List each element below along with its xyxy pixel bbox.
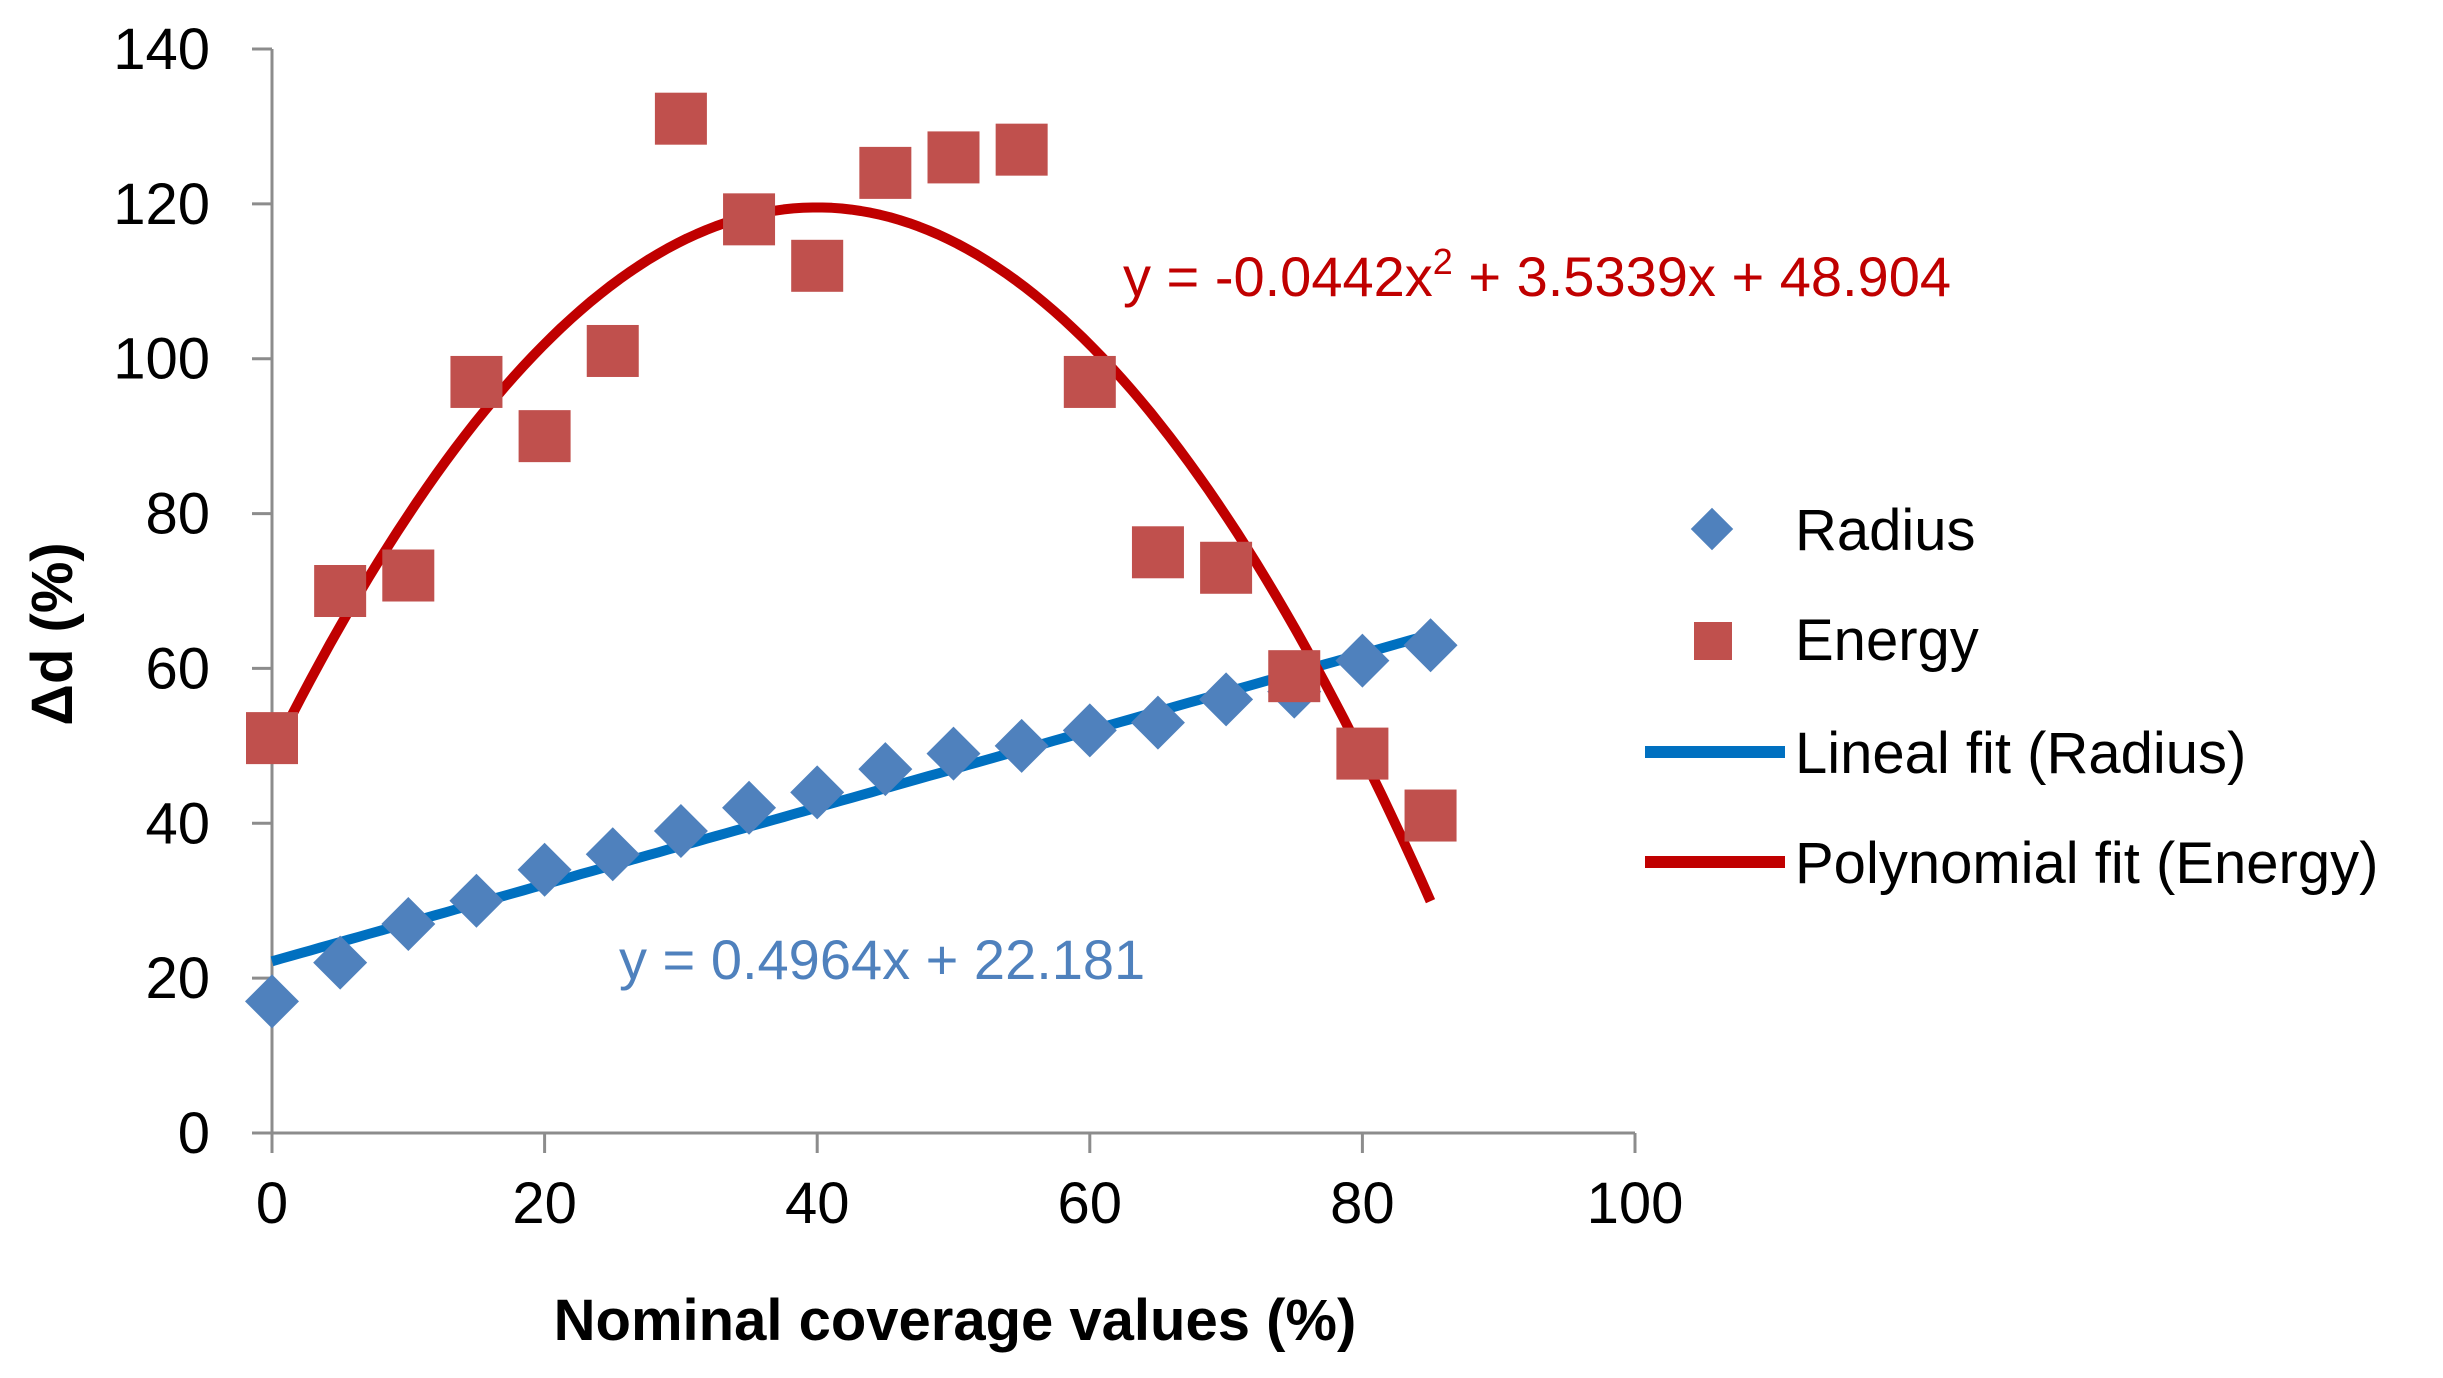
energy-point <box>586 324 639 377</box>
energy-point <box>382 549 435 602</box>
x-tick-label: 20 <box>512 1171 577 1236</box>
polynomial-fit-line <box>267 202 1436 904</box>
y-tick-label: 40 <box>145 791 210 856</box>
energy-point <box>1268 650 1321 703</box>
energy-point <box>927 131 980 184</box>
legend-item-polynomial-fit: Polynomial fit (Energy) <box>1645 831 2378 896</box>
poly-eq-part-1: y = -0.0442x <box>1123 245 1433 308</box>
radius-point <box>790 765 845 820</box>
energy-point <box>246 712 298 765</box>
poly-eq-part-2: + 3.5339x + 48.904 <box>1453 245 1951 308</box>
y-axis-title-units: (%) <box>20 542 85 632</box>
linear-fit-line <box>270 629 1432 967</box>
legend-label-polynomial-fit: Polynomial fit (Energy) <box>1795 831 2378 896</box>
radius-point <box>313 935 368 990</box>
y-tick-label: 120 <box>113 172 210 237</box>
x-tick-label: 0 <box>256 1171 288 1236</box>
legend-label-radius: Radius <box>1795 498 1976 563</box>
legend: Radius Energy Lineal fit (Radius) Polyno… <box>1645 498 2378 896</box>
legend-square-marker <box>1694 622 1732 660</box>
y-axis-ticks: 0 20 40 60 80 100 120 140 <box>113 17 272 1166</box>
radius-point <box>517 842 572 897</box>
radius-point <box>1062 703 1117 758</box>
legend-item-radius: Radius <box>1690 498 1976 563</box>
energy-point <box>723 193 776 246</box>
x-axis-ticks: 0 20 40 60 80 100 <box>256 1133 1684 1236</box>
energy-point <box>1336 727 1389 780</box>
legend-item-energy: Energy <box>1694 608 1979 673</box>
legend-item-linear-fit: Lineal fit (Radius) <box>1645 721 2246 786</box>
data-markers <box>245 92 1458 1029</box>
fit-lines <box>267 202 1436 967</box>
energy-point <box>1404 789 1457 842</box>
x-tick-label: 100 <box>1587 1171 1684 1236</box>
energy-point <box>1131 526 1184 579</box>
poly-eq-exponent: 2 <box>1433 241 1453 282</box>
y-tick-label: 100 <box>113 327 210 392</box>
y-axis-title-spacer <box>20 632 85 648</box>
linear-fit-equation: y = 0.4964x + 22.181 <box>619 928 1145 991</box>
y-tick-label: 140 <box>113 17 210 82</box>
y-tick-label: 60 <box>145 636 210 701</box>
x-axis-title: Nominal coverage values (%) <box>554 1288 1357 1353</box>
energy-point <box>654 92 707 145</box>
radius-point <box>994 718 1049 773</box>
legend-diamond-marker <box>1690 507 1734 551</box>
plot-area: 0 20 40 60 80 100 120 140 0 20 40 60 80 100 <box>113 17 1683 1236</box>
legend-label-energy: Energy <box>1795 608 1979 673</box>
radius-point <box>1403 618 1458 673</box>
x-tick-label: 80 <box>1330 1171 1395 1236</box>
radius-point <box>381 896 436 951</box>
y-tick-label: 20 <box>145 946 210 1011</box>
energy-point <box>518 410 571 463</box>
poly-fit-equation: y = -0.0442x2 + 3.5339x + 48.904 <box>1123 241 1951 308</box>
radius-point <box>653 804 708 859</box>
energy-point <box>1063 355 1116 408</box>
energy-point <box>995 123 1048 176</box>
radius-point <box>585 827 640 882</box>
radius-point <box>926 726 981 781</box>
energy-point <box>1200 541 1253 594</box>
y-axis-title-symbol: Δd <box>20 649 85 726</box>
energy-point <box>791 239 844 292</box>
radius-point <box>858 742 913 797</box>
y-tick-label: 80 <box>145 482 210 547</box>
x-tick-label: 40 <box>785 1171 850 1236</box>
radius-point <box>449 873 504 928</box>
x-tick-label: 60 <box>1058 1171 1123 1236</box>
energy-point <box>314 565 367 617</box>
energy-point <box>450 355 503 408</box>
radius-point <box>245 974 299 1029</box>
radius-point <box>1130 695 1185 750</box>
radius-point <box>1199 672 1254 727</box>
svg-text:Δd (%): Δd (%) <box>20 542 85 725</box>
radius-point <box>1335 633 1390 688</box>
radius-point <box>722 780 777 835</box>
y-axis-title: Δd (%) <box>20 542 85 725</box>
y-tick-label: 0 <box>178 1101 210 1166</box>
energy-point <box>859 146 912 199</box>
legend-label-linear-fit: Lineal fit (Radius) <box>1795 721 2246 786</box>
